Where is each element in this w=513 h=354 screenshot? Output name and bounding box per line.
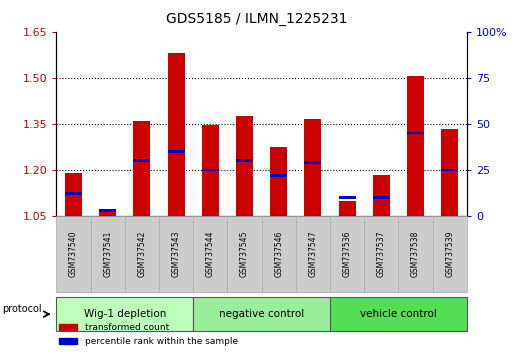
Text: GSM737546: GSM737546 [274, 231, 283, 277]
Bar [270, 147, 287, 216]
Bar [168, 53, 185, 216]
Text: GSM737543: GSM737543 [172, 231, 181, 277]
Bar [65, 193, 82, 195]
Bar [236, 159, 253, 162]
Bar [99, 210, 116, 216]
Bar [407, 76, 424, 216]
Bar [339, 196, 356, 199]
Bar [373, 175, 390, 216]
Bar [202, 125, 219, 216]
Bar [133, 159, 150, 162]
Bar [99, 209, 116, 212]
Text: GSM737544: GSM737544 [206, 231, 215, 277]
Bar [441, 129, 458, 216]
Bar [407, 132, 424, 135]
Text: GSM737538: GSM737538 [411, 231, 420, 277]
Text: GSM737540: GSM737540 [69, 231, 78, 277]
Text: GSM737541: GSM737541 [103, 231, 112, 277]
Bar [270, 174, 287, 177]
Text: protocol: protocol [3, 304, 42, 314]
Text: GSM737545: GSM737545 [240, 231, 249, 277]
Bar [202, 169, 219, 171]
Text: GSM737536: GSM737536 [343, 231, 351, 277]
Bar [133, 121, 150, 216]
Legend: transformed count, percentile rank within the sample: transformed count, percentile rank withi… [56, 320, 242, 349]
Bar [373, 196, 390, 199]
Bar [304, 119, 322, 216]
Bar [168, 150, 185, 153]
Text: GDS5185 / ILMN_1225231: GDS5185 / ILMN_1225231 [166, 12, 347, 27]
Text: negative control: negative control [219, 309, 304, 319]
Text: GSM737542: GSM737542 [137, 231, 146, 277]
Bar [65, 173, 82, 216]
Bar [339, 201, 356, 216]
Text: GSM737537: GSM737537 [377, 231, 386, 277]
Bar [441, 169, 458, 171]
Bar [236, 116, 253, 216]
Text: Wig-1 depletion: Wig-1 depletion [84, 309, 166, 319]
Text: GSM737547: GSM737547 [308, 231, 318, 277]
Text: vehicle control: vehicle control [360, 309, 437, 319]
Text: GSM737539: GSM737539 [445, 231, 454, 277]
Bar [304, 161, 322, 164]
